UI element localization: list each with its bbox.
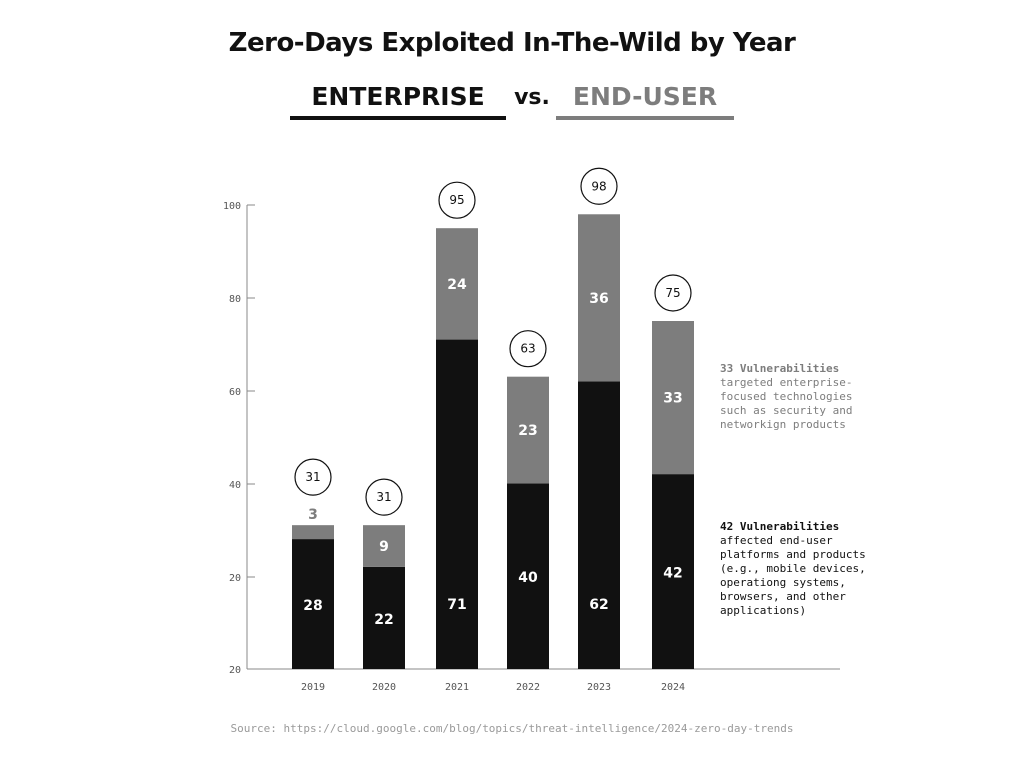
bar-enterprise xyxy=(292,539,334,669)
total-label: 98 xyxy=(591,179,606,193)
total-label: 31 xyxy=(376,490,391,504)
data-label-enterprise: 22 xyxy=(374,612,393,628)
source-caption: Source: https://cloud.google.com/blog/to… xyxy=(230,722,794,735)
annotation-enterprise-title: 42 Vulnerabilities xyxy=(720,520,840,533)
bar-end-user xyxy=(578,214,620,382)
annotation-enterprise-body: affected end-user platforms and products… xyxy=(720,534,866,617)
data-label-end-user: 23 xyxy=(518,423,537,439)
data-label-end-user: 36 xyxy=(589,291,608,307)
data-label-enterprise: 40 xyxy=(518,570,538,586)
subtitle-enterprise: ENTERPRISE xyxy=(311,82,485,111)
annotation-enterprise: 42 Vulnerabilities affected end-user pla… xyxy=(720,520,880,618)
total-circle xyxy=(294,458,332,496)
y-tick-label: 100 xyxy=(223,201,241,212)
subtitle-vs: vs. xyxy=(514,85,550,110)
data-label-end-user: 3 xyxy=(308,507,318,523)
y-tick-label: 20 xyxy=(229,573,241,584)
x-tick-label: 2024 xyxy=(661,682,685,693)
subtitle-end-user-underline xyxy=(556,116,734,120)
data-label-enterprise: 62 xyxy=(589,597,608,613)
chart-title: Zero-Days Exploited In-The-Wild by Year xyxy=(228,28,796,58)
x-tick-label: 2022 xyxy=(516,682,540,693)
x-tick-label: 2019 xyxy=(301,682,325,693)
total-label: 95 xyxy=(449,193,464,207)
data-label-end-user: 9 xyxy=(379,539,389,555)
annotation-end-user-title: 33 Vulnerabilities xyxy=(720,362,840,375)
y-tick-label: 20 xyxy=(229,665,241,676)
total-circle xyxy=(580,167,618,205)
subtitle-end-user: END-USER xyxy=(572,82,718,111)
chart-subtitle: ENTERPRISE vs. END-USER xyxy=(0,82,1024,122)
x-tick-label: 2023 xyxy=(587,682,611,693)
bar-end-user xyxy=(652,321,694,475)
bar-enterprise xyxy=(578,381,620,669)
annotation-end-user: 33 Vulnerabilities targeted enterprise-f… xyxy=(720,362,880,432)
bar-end-user xyxy=(363,525,405,567)
total-label: 63 xyxy=(520,342,535,356)
bar-enterprise xyxy=(363,566,405,669)
bar-enterprise xyxy=(507,483,549,669)
bar-enterprise xyxy=(652,474,694,669)
bar-end-user xyxy=(436,228,478,340)
x-tick-label: 2021 xyxy=(445,682,469,693)
total-circle xyxy=(654,274,692,312)
y-tick-label: 80 xyxy=(229,294,241,305)
data-label-enterprise: 42 xyxy=(663,566,682,582)
y-tick-label: 60 xyxy=(229,387,241,398)
annotation-end-user-body: targeted enterprise-focused technologies… xyxy=(720,376,853,431)
total-circle xyxy=(509,330,547,368)
data-label-enterprise: 71 xyxy=(447,597,466,613)
data-label-end-user: 24 xyxy=(447,277,467,293)
total-label: 31 xyxy=(305,470,320,484)
total-label: 75 xyxy=(665,286,680,300)
bar-end-user xyxy=(292,525,334,540)
x-tick-label: 2020 xyxy=(372,682,396,693)
y-tick-label: 40 xyxy=(229,480,241,491)
total-circle xyxy=(365,478,403,516)
subtitle-enterprise-underline xyxy=(290,116,506,120)
data-label-enterprise: 28 xyxy=(303,598,322,614)
data-label-end-user: 33 xyxy=(663,391,682,407)
total-circle xyxy=(438,181,476,219)
bar-enterprise xyxy=(436,339,478,669)
bar-end-user xyxy=(507,376,549,484)
